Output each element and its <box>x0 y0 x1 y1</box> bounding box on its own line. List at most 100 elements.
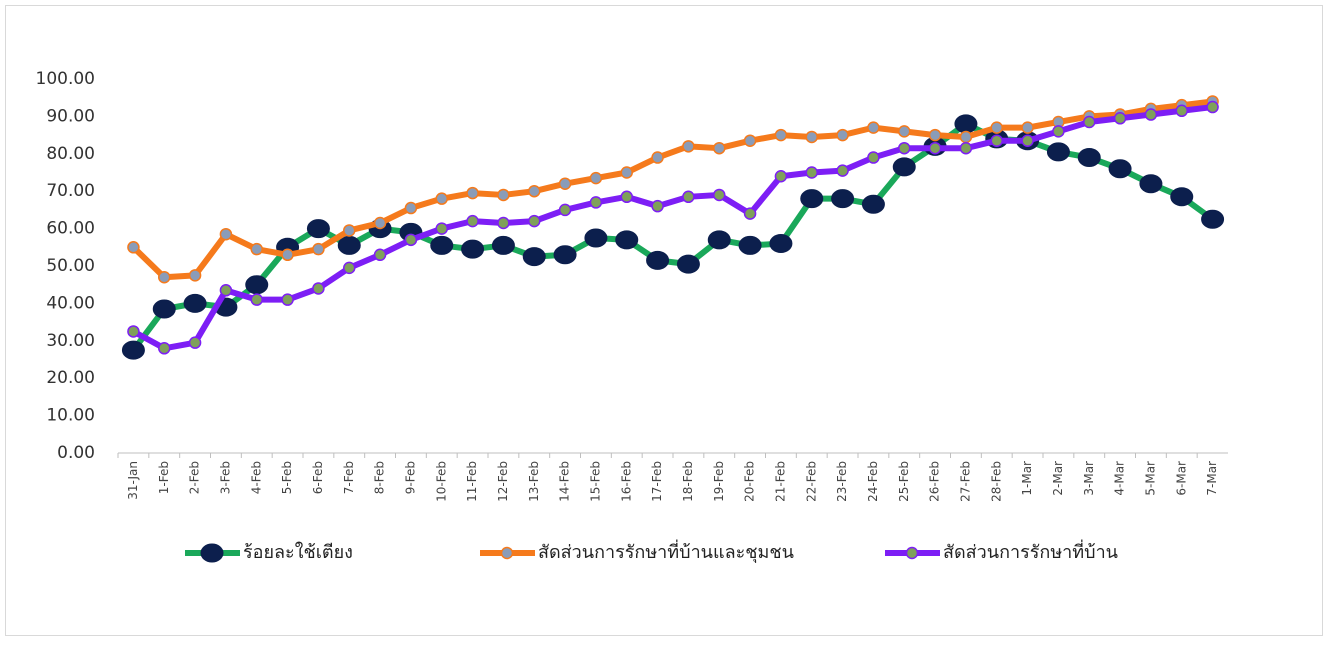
marker <box>1021 134 1034 147</box>
y-tick-label: 20.00 <box>46 368 95 388</box>
marker <box>1175 104 1188 118</box>
marker <box>892 157 916 177</box>
x-tick-label: 3-Feb <box>218 461 232 494</box>
y-tick-label: 50.00 <box>46 256 95 276</box>
marker <box>281 293 294 306</box>
marker <box>435 222 448 235</box>
marker <box>373 216 387 230</box>
marker <box>1144 108 1158 121</box>
marker <box>584 228 608 248</box>
marker <box>800 189 824 209</box>
y-tick-label: 80.00 <box>46 144 95 164</box>
x-tick-label: 7-Feb <box>342 461 356 494</box>
marker <box>553 245 577 265</box>
marker <box>1083 115 1096 129</box>
x-tick-label: 31-Jan <box>126 461 140 500</box>
marker <box>1052 125 1065 138</box>
marker <box>682 140 695 153</box>
marker <box>805 130 818 144</box>
marker <box>250 242 263 256</box>
marker <box>528 184 541 198</box>
marker <box>461 239 485 259</box>
y-tick-label: 100.00 <box>36 69 95 89</box>
marker <box>435 192 448 205</box>
marker <box>769 234 793 254</box>
marker <box>1113 112 1127 125</box>
marker <box>152 299 176 319</box>
marker <box>528 214 541 228</box>
y-tick-label: 10.00 <box>46 406 95 426</box>
marker <box>312 282 325 295</box>
marker <box>774 169 788 183</box>
marker <box>676 254 700 274</box>
x-tick-label: 15-Feb <box>588 461 602 502</box>
marker <box>466 214 479 228</box>
marker <box>836 164 849 177</box>
marker <box>245 275 269 295</box>
marker <box>188 269 202 282</box>
marker <box>990 134 1003 147</box>
x-tick-label: 8-Feb <box>373 461 387 494</box>
x-tick-label: 24-Feb <box>866 461 880 502</box>
marker <box>121 340 145 360</box>
marker <box>188 336 202 349</box>
marker <box>337 235 361 255</box>
marker <box>707 230 731 250</box>
x-tick-label: 17-Feb <box>650 461 664 502</box>
x-tick-label: 3-Mar <box>1082 461 1096 496</box>
y-tick-label: 40.00 <box>46 293 95 313</box>
marker <box>127 241 140 254</box>
x-tick-label: 10-Feb <box>434 461 448 502</box>
marker <box>158 270 171 284</box>
marker <box>281 248 294 262</box>
y-tick-label: 0.00 <box>57 443 95 463</box>
marker <box>1108 159 1132 179</box>
marker <box>1046 142 1070 162</box>
x-tick-label: 6-Mar <box>1174 461 1188 496</box>
x-tick-label: 16-Feb <box>619 461 633 502</box>
y-tick-label: 30.00 <box>46 331 95 351</box>
marker <box>831 189 855 209</box>
marker <box>127 325 140 338</box>
marker <box>743 134 757 147</box>
x-tick-label: 5-Feb <box>280 461 294 494</box>
x-tick-label: 20-Feb <box>743 461 757 502</box>
x-tick-label: 2-Feb <box>188 461 202 494</box>
x-tick-label: 25-Feb <box>897 461 911 502</box>
marker <box>158 342 171 355</box>
x-tick-label: 1-Mar <box>1020 461 1034 496</box>
marker <box>1170 187 1194 207</box>
marker <box>1077 148 1101 168</box>
legend-label: ร้อยละใช้เตียง <box>243 541 353 563</box>
x-tick-label: 26-Feb <box>928 461 942 502</box>
x-tick-label: 4-Feb <box>249 461 263 494</box>
marker <box>620 166 633 179</box>
x-tick-label: 14-Feb <box>558 461 572 502</box>
marker <box>959 141 973 155</box>
marker <box>200 543 224 563</box>
marker <box>651 199 664 213</box>
marker <box>867 121 880 134</box>
marker <box>1139 174 1163 194</box>
x-tick-label: 9-Feb <box>403 461 417 494</box>
marker <box>713 188 726 202</box>
marker <box>646 250 670 270</box>
marker <box>343 261 356 275</box>
marker <box>620 190 633 204</box>
x-tick-label: 18-Feb <box>681 461 695 502</box>
x-tick-label: 27-Feb <box>958 461 972 502</box>
marker <box>743 207 757 220</box>
marker <box>404 233 418 247</box>
marker <box>898 141 911 155</box>
x-tick-label: 4-Mar <box>1113 461 1127 496</box>
marker <box>306 219 330 239</box>
marker <box>651 151 664 164</box>
marker <box>497 216 510 230</box>
marker <box>183 293 207 313</box>
marker <box>1206 100 1219 114</box>
y-tick-label: 60.00 <box>46 219 95 239</box>
marker <box>522 247 546 267</box>
marker <box>589 171 603 185</box>
x-tick-label: 22-Feb <box>804 461 818 502</box>
